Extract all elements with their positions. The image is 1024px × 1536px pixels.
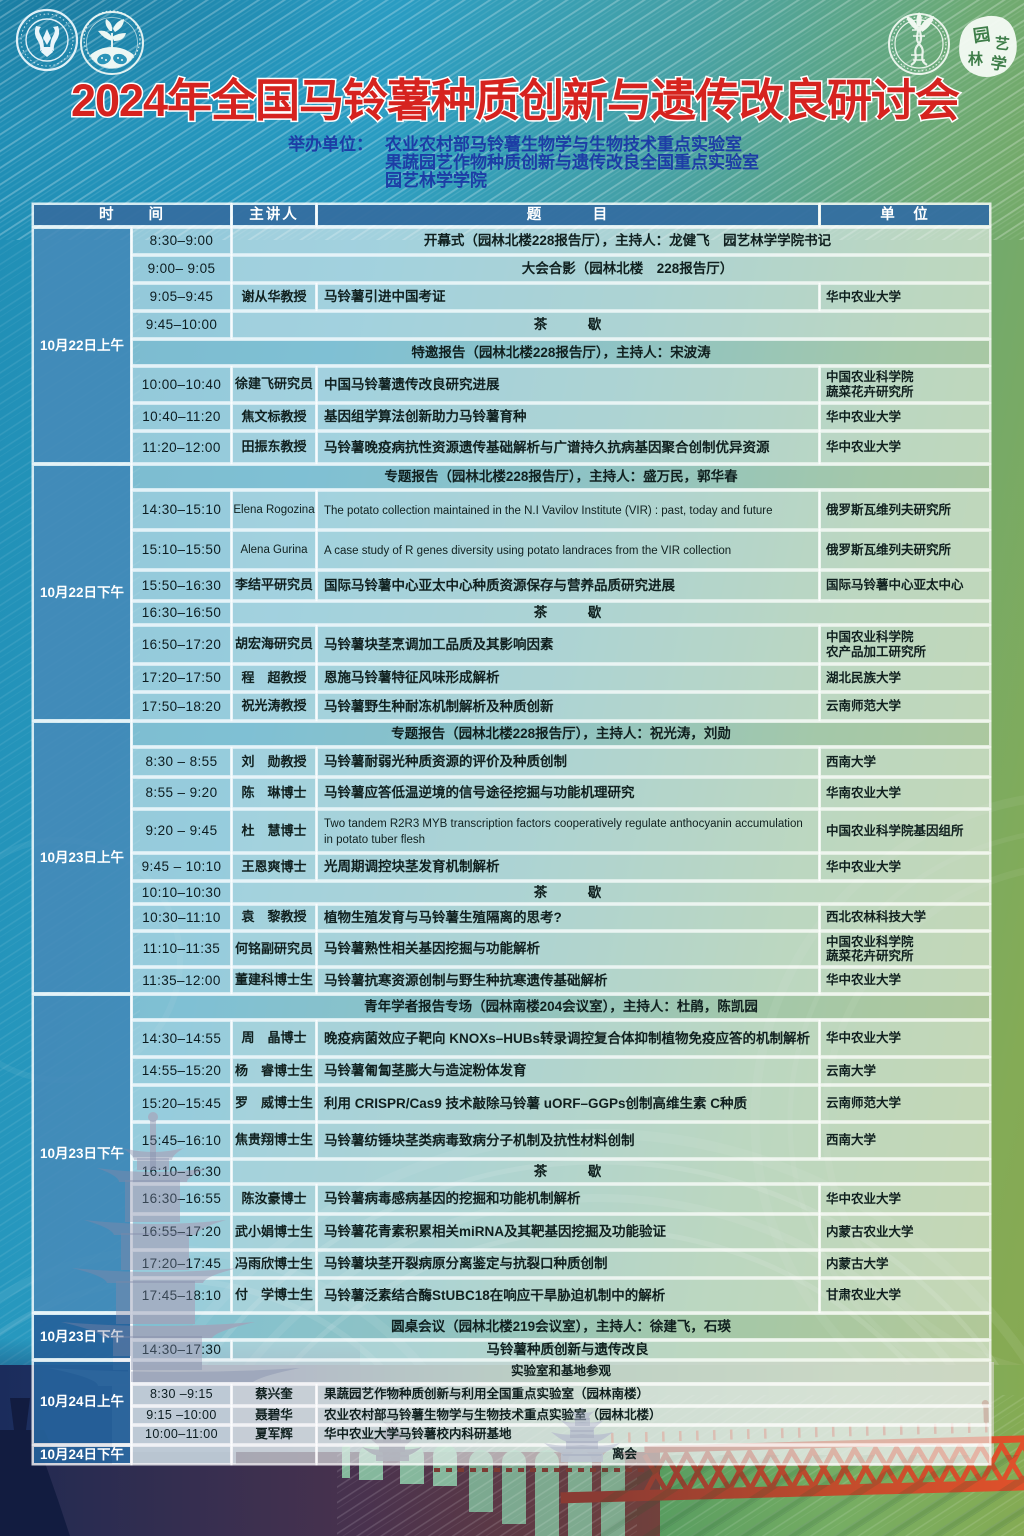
- svg-text:学: 学: [989, 53, 1008, 74]
- svg-text:林: 林: [968, 50, 984, 68]
- svg-text:举办单位：: 举办单位：: [287, 134, 373, 154]
- svg-text:园艺林学学院: 园艺林学学院: [385, 170, 487, 190]
- svg-text:果蔬园艺作物种质创新与遗传改良全国重点实验室: 果蔬园艺作物种质创新与遗传改良全国重点实验室: [385, 152, 759, 172]
- svg-text:农业农村部马铃薯生物学与生物技术重点实验室: 农业农村部马铃薯生物学与生物技术重点实验室: [384, 134, 742, 154]
- svg-text:2024年全国马铃薯种质创新与遗传改良研讨会: 2024年全国马铃薯种质创新与遗传改良研讨会: [71, 75, 960, 126]
- svg-text:艺: 艺: [994, 35, 1011, 53]
- svg-text:园: 园: [972, 25, 991, 46]
